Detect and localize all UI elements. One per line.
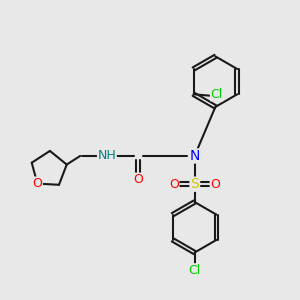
Text: S: S bbox=[190, 177, 199, 191]
Text: N: N bbox=[189, 149, 200, 163]
Text: Cl: Cl bbox=[211, 88, 223, 101]
Text: O: O bbox=[169, 178, 179, 191]
Text: NH: NH bbox=[98, 149, 116, 162]
Text: O: O bbox=[211, 178, 220, 191]
Text: Cl: Cl bbox=[188, 264, 201, 277]
Text: O: O bbox=[32, 177, 42, 190]
Text: O: O bbox=[133, 173, 143, 186]
